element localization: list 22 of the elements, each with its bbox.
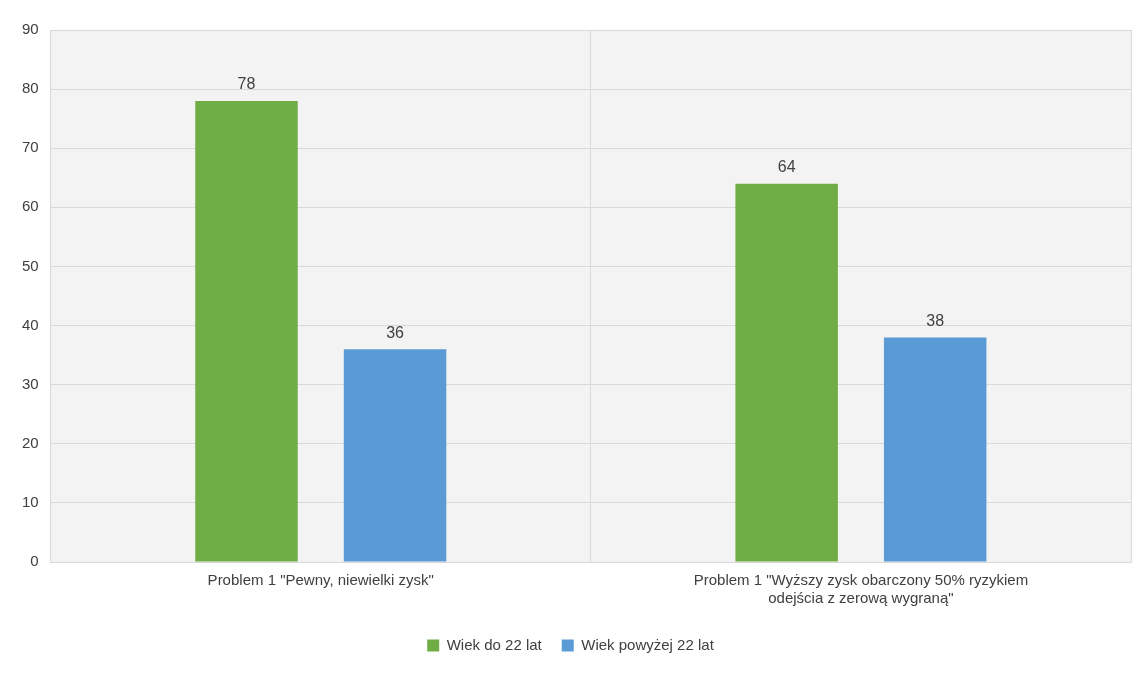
y-tick-label: 20 — [22, 433, 39, 451]
y-tick-label: 30 — [22, 374, 39, 392]
y-tick-label: 80 — [22, 79, 39, 97]
y-tick-label: 60 — [22, 197, 39, 215]
data-label: 64 — [777, 158, 796, 176]
bar — [343, 349, 447, 562]
y-tick-label: 70 — [22, 138, 39, 156]
bar — [735, 183, 838, 562]
bar — [883, 337, 987, 562]
data-label: 36 — [386, 323, 405, 341]
y-tick-label: 40 — [22, 315, 39, 333]
y-tick-label: 50 — [22, 256, 39, 274]
data-label: 78 — [237, 75, 256, 93]
data-label: 38 — [926, 311, 945, 329]
legend-label: Wiek powyżej 22 lat — [581, 635, 715, 653]
legend-label: Wiek do 22 lat — [446, 635, 543, 653]
y-tick-label: 10 — [22, 493, 39, 511]
bar — [195, 100, 298, 562]
y-tick-label: 0 — [30, 552, 39, 570]
x-tick-label: Problem 1 "Wyższy zysk obarczony 50% ryzykiem odejścia z zerową wygraną" — [693, 571, 1029, 607]
y-tick-label: 90 — [22, 20, 39, 38]
x-tick-label: Problem 1 "Pewny, niewielki zysk" — [207, 571, 434, 589]
